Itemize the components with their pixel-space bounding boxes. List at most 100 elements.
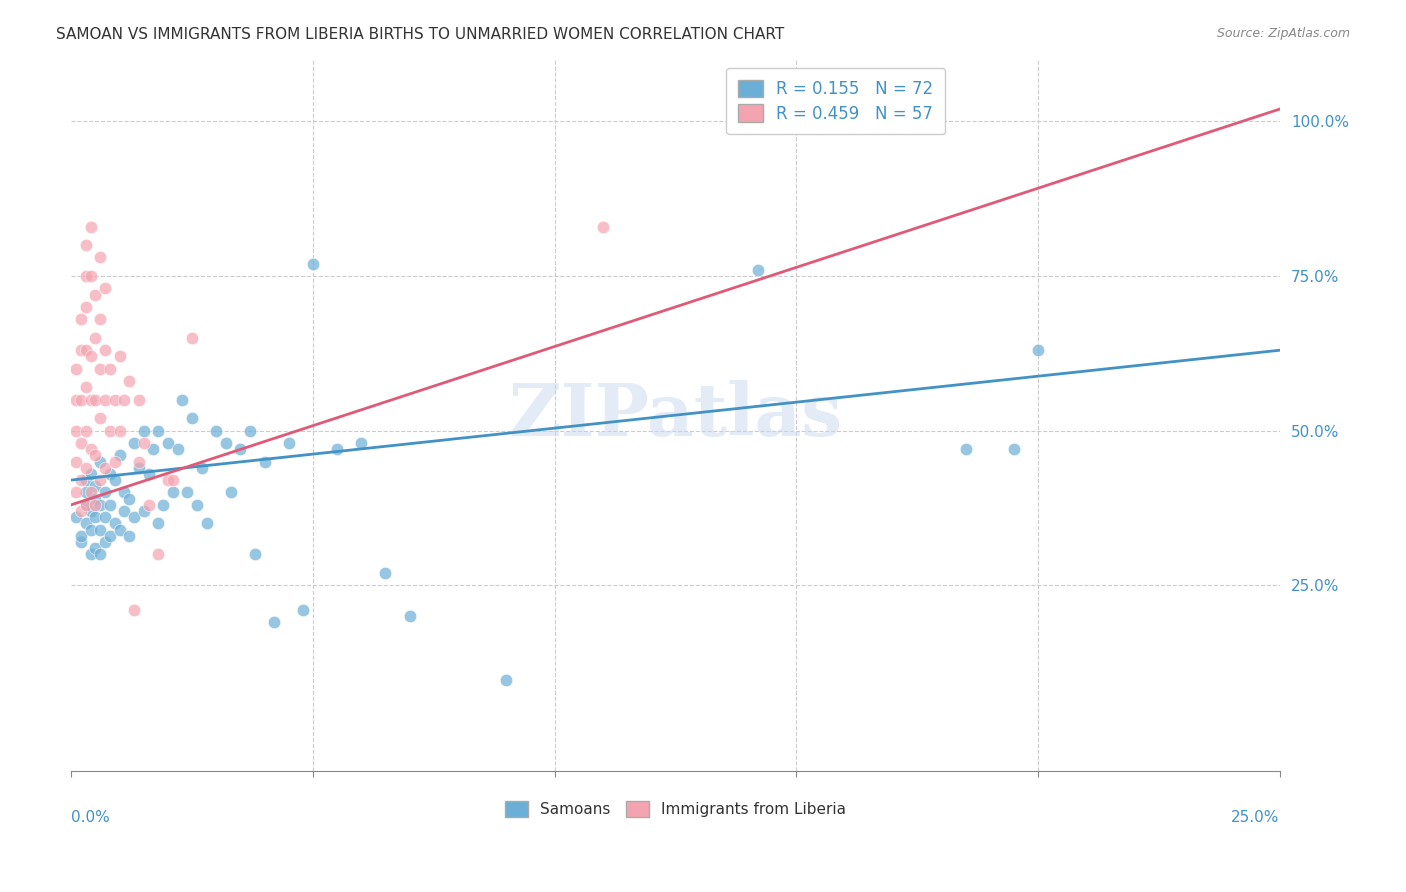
Point [253,454,276,468]
Point [108,523,131,537]
Point [128,392,150,407]
Point [79,547,101,561]
Point [118,491,141,506]
Point [1002,442,1025,457]
Point [112,485,135,500]
Point [128,454,150,468]
Point [65,392,87,407]
Point [495,673,517,688]
Point [70,504,93,518]
Point [84,448,107,462]
Point [302,257,325,271]
Point [592,219,614,234]
Point [84,287,107,301]
Legend: Samoans, Immigrants from Liberia: Samoans, Immigrants from Liberia [499,796,852,823]
Point [142,442,165,457]
Point [89,454,111,468]
Point [79,523,101,537]
Point [75,268,97,283]
Point [75,343,97,358]
Point [79,392,101,407]
Point [132,424,155,438]
Point [89,312,111,326]
Point [94,485,117,500]
Point [89,361,111,376]
Point [195,516,218,531]
Point [162,485,184,500]
Point [98,467,121,481]
Point [84,510,107,524]
Point [1026,343,1049,358]
Point [75,238,97,252]
Text: 25.0%: 25.0% [1232,810,1279,825]
Point [148,424,170,438]
Point [181,411,204,425]
Point [98,361,121,376]
Point [94,535,117,549]
Point [89,547,111,561]
Point [112,504,135,518]
Point [98,424,121,438]
Point [186,498,208,512]
Point [108,350,131,364]
Point [94,343,117,358]
Point [79,350,101,364]
Point [84,491,107,506]
Point [277,436,299,450]
Point [84,479,107,493]
Point [108,448,131,462]
Point [219,485,242,500]
Point [239,424,262,438]
Point [70,312,93,326]
Point [108,424,131,438]
Point [104,454,127,468]
Point [94,281,117,295]
Point [138,498,160,512]
Point [98,498,121,512]
Point [104,473,127,487]
Point [65,454,87,468]
Text: Source: ZipAtlas.com: Source: ZipAtlas.com [1216,27,1350,40]
Point [398,609,420,624]
Point [326,442,349,457]
Point [75,473,97,487]
Point [75,516,97,531]
Point [75,424,97,438]
Point [65,485,87,500]
Point [70,392,93,407]
Point [374,566,396,580]
Point [70,529,93,543]
Point [205,424,228,438]
Point [79,467,101,481]
Point [176,485,198,500]
Point [79,268,101,283]
Point [118,374,141,388]
Point [75,460,97,475]
Point [243,547,266,561]
Point [79,442,101,457]
Point [350,436,373,450]
Point [148,516,170,531]
Point [132,504,155,518]
Point [181,331,204,345]
Point [122,436,145,450]
Point [190,460,212,475]
Point [89,411,111,425]
Point [84,498,107,512]
Point [75,498,97,512]
Point [79,504,101,518]
Point [94,510,117,524]
Text: ZIPatlas: ZIPatlas [509,380,842,450]
Point [70,343,93,358]
Point [75,498,97,512]
Point [166,442,188,457]
Point [75,380,97,394]
Point [89,251,111,265]
Point [152,498,174,512]
Point [263,615,285,630]
Point [156,436,179,450]
Point [89,523,111,537]
Point [84,392,107,407]
Point [84,331,107,345]
Point [75,485,97,500]
